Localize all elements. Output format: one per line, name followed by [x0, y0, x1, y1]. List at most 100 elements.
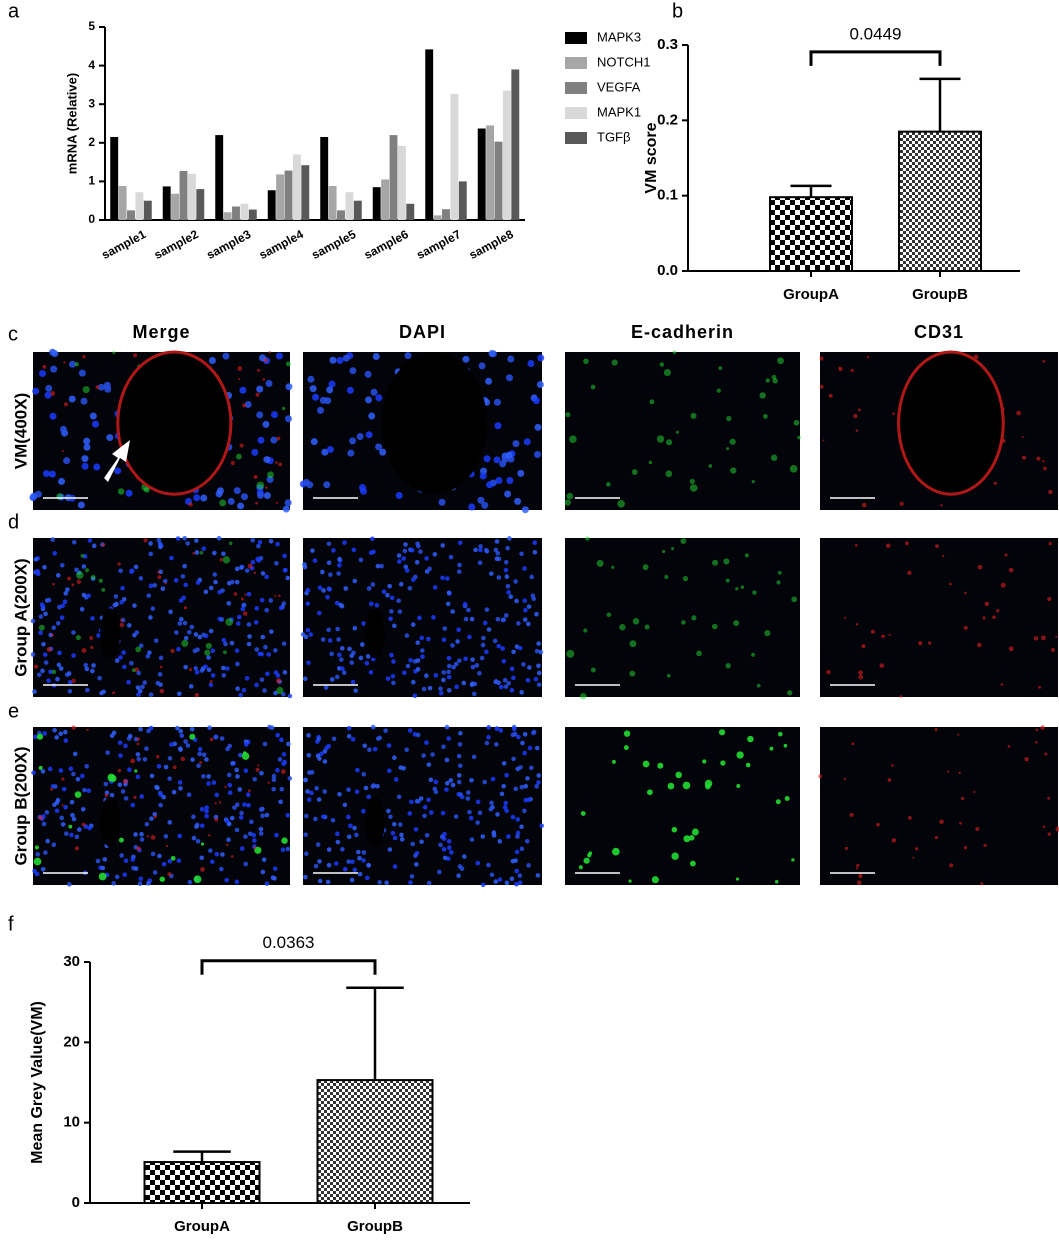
nucleus — [137, 881, 143, 886]
nucleus — [227, 497, 235, 505]
stain-red — [153, 815, 157, 819]
stain-green — [90, 574, 96, 580]
nucleus — [407, 728, 413, 733]
nucleus — [191, 814, 196, 820]
nucleus — [185, 541, 191, 546]
nucleus — [305, 627, 311, 633]
nucleus — [427, 566, 432, 572]
nucleus — [371, 549, 376, 555]
stain-green — [729, 438, 736, 445]
nucleus — [511, 675, 516, 681]
nucleus — [357, 871, 363, 877]
nucleus — [193, 632, 199, 637]
stain-red — [1050, 647, 1055, 652]
stain-green — [777, 570, 782, 575]
nucleus — [129, 568, 135, 574]
stain-red — [838, 366, 841, 369]
nucleus — [133, 564, 139, 570]
nucleus — [493, 398, 501, 406]
nucleus — [469, 778, 474, 783]
nucleus — [44, 391, 52, 399]
stain-green — [632, 617, 640, 625]
nucleus — [109, 792, 115, 798]
stain-green — [708, 464, 713, 468]
stain-green — [569, 435, 577, 443]
legend-label: MAPK1 — [597, 104, 641, 119]
stain-red — [278, 462, 283, 467]
nucleus — [51, 842, 57, 848]
stain-green — [82, 386, 90, 394]
nucleus — [226, 601, 232, 606]
nucleus — [483, 547, 489, 553]
nucleus — [331, 548, 336, 553]
nucleus — [438, 686, 443, 691]
bar — [127, 210, 135, 220]
legend-swatch — [565, 57, 587, 69]
nucleus — [127, 767, 132, 772]
nucleus — [237, 502, 245, 510]
stain-red — [136, 742, 140, 746]
y-tick-label: 10 — [63, 1114, 80, 1131]
nucleus — [488, 807, 494, 812]
stain-green — [611, 565, 615, 569]
nucleus — [364, 370, 372, 378]
stain-green — [281, 406, 286, 411]
nucleus — [40, 769, 46, 774]
nucleus — [432, 552, 438, 557]
nucleus — [374, 602, 380, 608]
nucleus — [264, 881, 270, 886]
nucleus — [67, 679, 73, 685]
nucleus — [239, 386, 247, 394]
nucleus — [208, 682, 214, 688]
nucleus — [232, 805, 237, 810]
nucleus — [249, 819, 254, 825]
nucleus — [520, 740, 525, 746]
stain-red — [209, 737, 214, 742]
nucleus — [178, 598, 184, 603]
stain-green — [664, 574, 669, 580]
nucleus — [63, 831, 69, 836]
nucleus — [372, 746, 378, 752]
stain-green — [648, 460, 653, 465]
nucleus — [457, 540, 463, 546]
nucleus — [456, 753, 462, 759]
stain-green — [222, 556, 231, 564]
nucleus — [74, 834, 80, 840]
stain-red — [155, 754, 160, 759]
stain-red — [856, 863, 860, 868]
nucleus — [480, 882, 486, 888]
nucleus — [95, 858, 101, 864]
nucleus — [179, 733, 185, 739]
nucleus — [118, 655, 123, 660]
nucleus — [83, 443, 91, 451]
nucleus — [493, 547, 499, 553]
nucleus — [517, 469, 525, 477]
stain-red — [183, 606, 188, 610]
y-tick-label: 2 — [88, 135, 95, 149]
stain-green — [36, 733, 44, 740]
nucleus — [100, 865, 106, 871]
stain-red — [858, 670, 863, 676]
stain-green — [101, 587, 106, 592]
nucleus — [278, 605, 284, 611]
nucleus — [258, 826, 264, 832]
nucleus — [303, 777, 308, 783]
stain-green — [564, 499, 571, 506]
nucleus — [247, 831, 253, 837]
stain-red — [858, 674, 864, 680]
nucleus — [268, 538, 274, 544]
nucleus — [313, 816, 318, 822]
stain-red — [1048, 489, 1053, 495]
nucleus — [271, 773, 277, 779]
nucleus — [203, 664, 208, 669]
stain-green — [204, 649, 211, 656]
stain-red — [958, 771, 961, 775]
nucleus — [410, 622, 416, 627]
stain-green — [691, 615, 697, 621]
nucleus — [35, 568, 40, 574]
nucleus — [183, 664, 188, 670]
nucleus — [341, 670, 347, 676]
stain-green — [765, 378, 770, 383]
image-background — [565, 352, 800, 510]
stain-red — [907, 570, 912, 576]
